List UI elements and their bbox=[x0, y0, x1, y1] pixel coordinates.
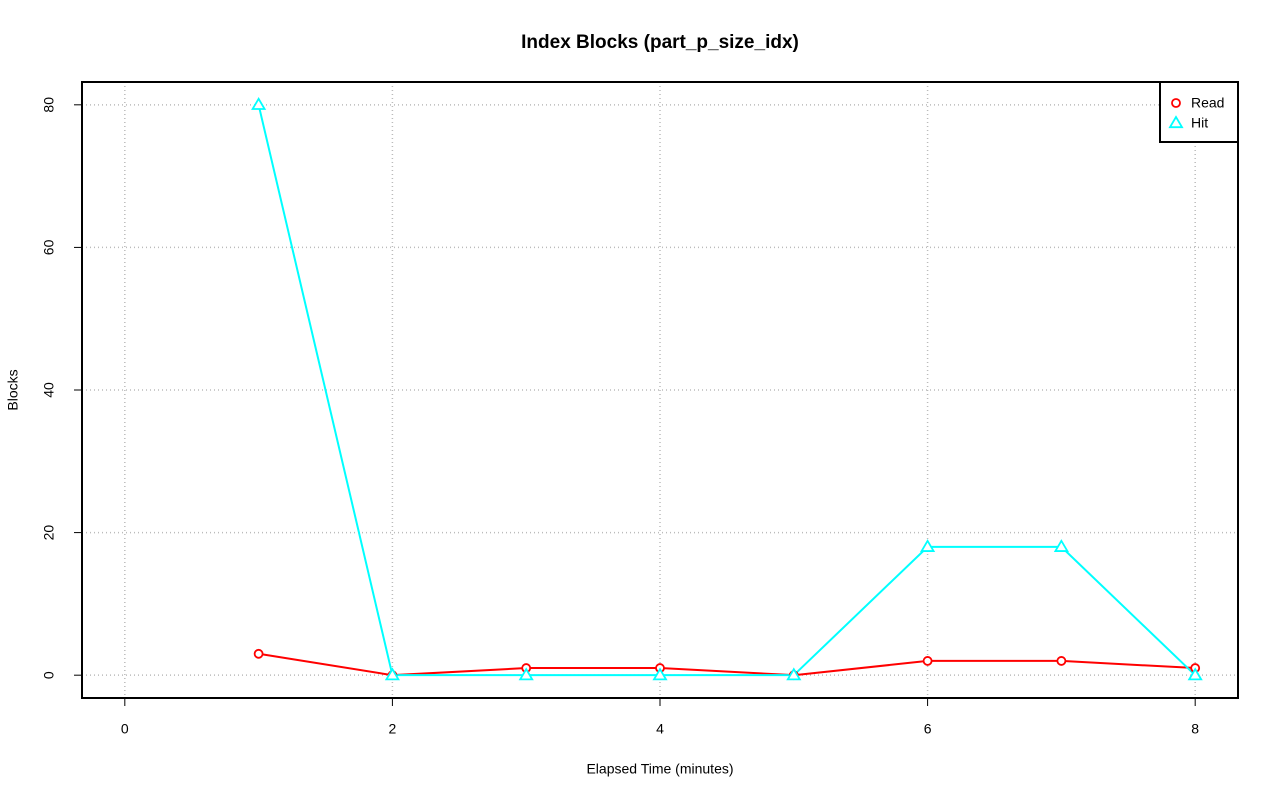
legend-label: Read bbox=[1191, 95, 1224, 111]
legend-marker bbox=[1168, 115, 1184, 129]
y-tick-label: 60 bbox=[41, 239, 57, 255]
point bbox=[786, 667, 802, 681]
legend-label: Hit bbox=[1191, 115, 1208, 131]
y-axis-label: Blocks bbox=[5, 369, 21, 410]
series-line bbox=[258, 652, 1196, 677]
point bbox=[922, 656, 933, 666]
y-tick-label: 40 bbox=[41, 382, 57, 398]
legend-marker bbox=[1171, 98, 1181, 108]
point bbox=[251, 97, 267, 110]
point bbox=[1187, 667, 1203, 681]
y-tick-label: 80 bbox=[41, 97, 57, 113]
point bbox=[253, 648, 264, 659]
point bbox=[384, 667, 400, 681]
x-tick-label: 2 bbox=[389, 721, 397, 737]
legend-box bbox=[1159, 81, 1239, 143]
x-tick-label: 8 bbox=[1191, 721, 1199, 737]
x-axis-label: Elapsed Time (minutes) bbox=[586, 761, 733, 777]
point bbox=[1056, 656, 1067, 666]
y-tick-label: 0 bbox=[41, 671, 57, 679]
chart-title: Index Blocks (part_p_size_idx) bbox=[521, 32, 799, 53]
plot-border bbox=[81, 81, 1239, 699]
x-tick-label: 0 bbox=[121, 721, 129, 737]
x-tick-label: 6 bbox=[924, 721, 932, 737]
point bbox=[920, 539, 936, 552]
y-tick-label: 20 bbox=[41, 525, 57, 541]
point bbox=[1053, 539, 1069, 552]
point bbox=[518, 667, 534, 681]
series-line bbox=[257, 104, 1196, 677]
point bbox=[652, 667, 668, 681]
x-tick-label: 4 bbox=[656, 721, 664, 737]
